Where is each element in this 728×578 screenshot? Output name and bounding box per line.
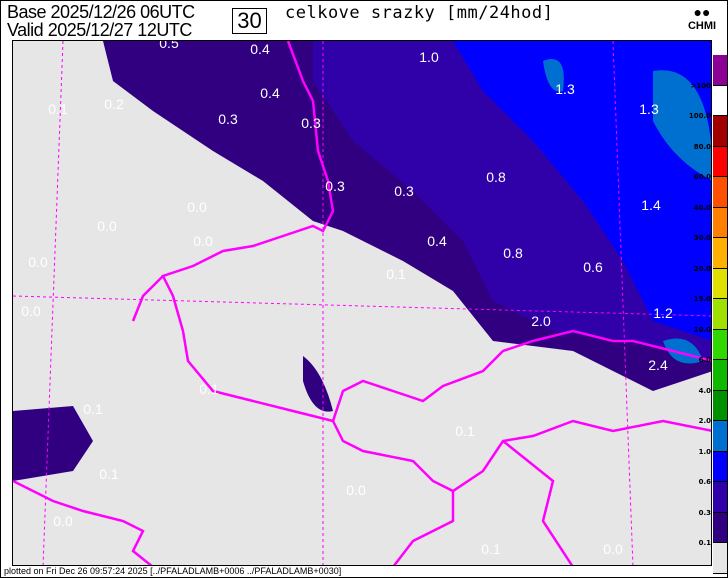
value-label: 1.4 <box>641 197 661 213</box>
legend-label: 80.0 <box>693 142 711 151</box>
legend-label: 2.0 <box>698 417 711 425</box>
legend-swatch <box>713 55 727 86</box>
legend-swatch <box>713 451 727 482</box>
value-label: 0.1 <box>386 266 406 282</box>
value-label: 0.5 <box>159 40 179 51</box>
legend-swatch <box>713 482 727 513</box>
value-label: 1.3 <box>555 81 575 97</box>
map-canvas <box>13 41 711 565</box>
legend-label: 6.0 <box>698 356 711 364</box>
value-label: 0.1 <box>455 423 475 439</box>
legend-label: 0.1 <box>698 539 711 547</box>
legend-swatch <box>713 85 727 116</box>
legend-swatch <box>713 512 727 543</box>
value-label: 2.4 <box>648 357 668 373</box>
legend-swatch <box>713 268 727 299</box>
legend-label: 60.0 <box>693 173 711 181</box>
country-border <box>161 41 711 423</box>
value-label: 1.2 <box>653 305 673 321</box>
value-label: 0.4 <box>427 233 447 249</box>
precipitation-map: 0.5 0.4 1.0 0.1 0.2 0.4 1.3 1.3 0.3 0.3 … <box>12 40 712 566</box>
legend-swatch <box>713 543 727 574</box>
value-label: 0.1 <box>83 401 103 417</box>
legend-label: 15.0 <box>693 295 711 303</box>
value-label: 0.0 <box>21 303 41 319</box>
legend-label: >100 <box>690 81 711 90</box>
value-label: 0.4 <box>260 85 280 101</box>
forecast-step: 30 <box>232 8 267 34</box>
map-title: celkove srazky [mm/24hod] <box>285 3 554 23</box>
plot-footer: plotted on Fri Dec 26 09:57:24 2025 [../… <box>4 566 342 576</box>
legend-label: 0.3 <box>698 508 711 517</box>
legend-label: 10.0 <box>693 325 711 334</box>
legend-label: 100.0 <box>688 112 711 120</box>
value-label: 0.0 <box>187 199 207 215</box>
legend-swatch <box>713 329 727 360</box>
graticule <box>13 41 711 565</box>
value-label: 0.0 <box>603 541 623 557</box>
value-label: 0.8 <box>486 169 506 185</box>
value-label: 0.3 <box>218 111 238 127</box>
legend-swatch <box>713 177 727 208</box>
value-label: 2.0 <box>531 313 551 329</box>
value-label: 0.3 <box>394 183 414 199</box>
value-label: 0.0 <box>97 218 117 234</box>
value-label: 1.3 <box>639 101 659 117</box>
value-label: 0.4 <box>250 41 270 57</box>
precip-area-south <box>13 356 333 481</box>
legend-swatch <box>713 116 727 147</box>
value-label: 0.3 <box>325 178 345 194</box>
legend-swatch <box>713 360 727 391</box>
value-label: 1.0 <box>419 49 439 65</box>
legend-swatch <box>713 421 727 452</box>
value-label: 0.0 <box>28 254 48 270</box>
value-label: 0.0 <box>193 233 213 249</box>
legend-label: 0.6 <box>698 478 711 486</box>
logo-icon: ●● <box>693 4 711 20</box>
legend-label: 40.0 <box>693 203 711 212</box>
value-label: 0.0 <box>53 513 73 529</box>
legend-swatch <box>713 390 727 421</box>
legend-swatch <box>713 238 727 269</box>
color-legend: >100 100.0 80.0 60.0 40.0 30.0 20.0 15.0 10.0 6.0… <box>689 55 727 574</box>
legend-swatch <box>713 299 727 330</box>
precip-area-high <box>453 41 711 341</box>
legend-label: 30.0 <box>693 234 711 242</box>
value-label: 0.2 <box>104 96 124 112</box>
base-time: Base 2025/12/26 06UTC <box>7 2 195 22</box>
value-label: 0.0 <box>346 482 366 498</box>
value-label: 0.1 <box>99 466 119 482</box>
precip-area-teal <box>543 59 711 364</box>
value-label: 0.3 <box>301 115 321 131</box>
value-label: 0.1 <box>199 381 219 397</box>
value-label: 0.1 <box>48 101 68 117</box>
value-label: 0.1 <box>481 541 501 557</box>
legend-swatch <box>713 207 727 238</box>
legend-swatch <box>713 146 727 177</box>
legend-label: 20.0 <box>693 264 711 273</box>
country-border-south <box>13 275 711 565</box>
valid-time: Valid 2025/12/27 12UTC <box>7 20 192 40</box>
value-label: 0.6 <box>583 259 603 275</box>
legend-label: 1.0 <box>698 447 711 456</box>
legend-label: 4.0 <box>698 386 711 395</box>
value-label: 0.8 <box>503 245 523 261</box>
chmi-logo: ●● CHMI <box>684 4 720 32</box>
